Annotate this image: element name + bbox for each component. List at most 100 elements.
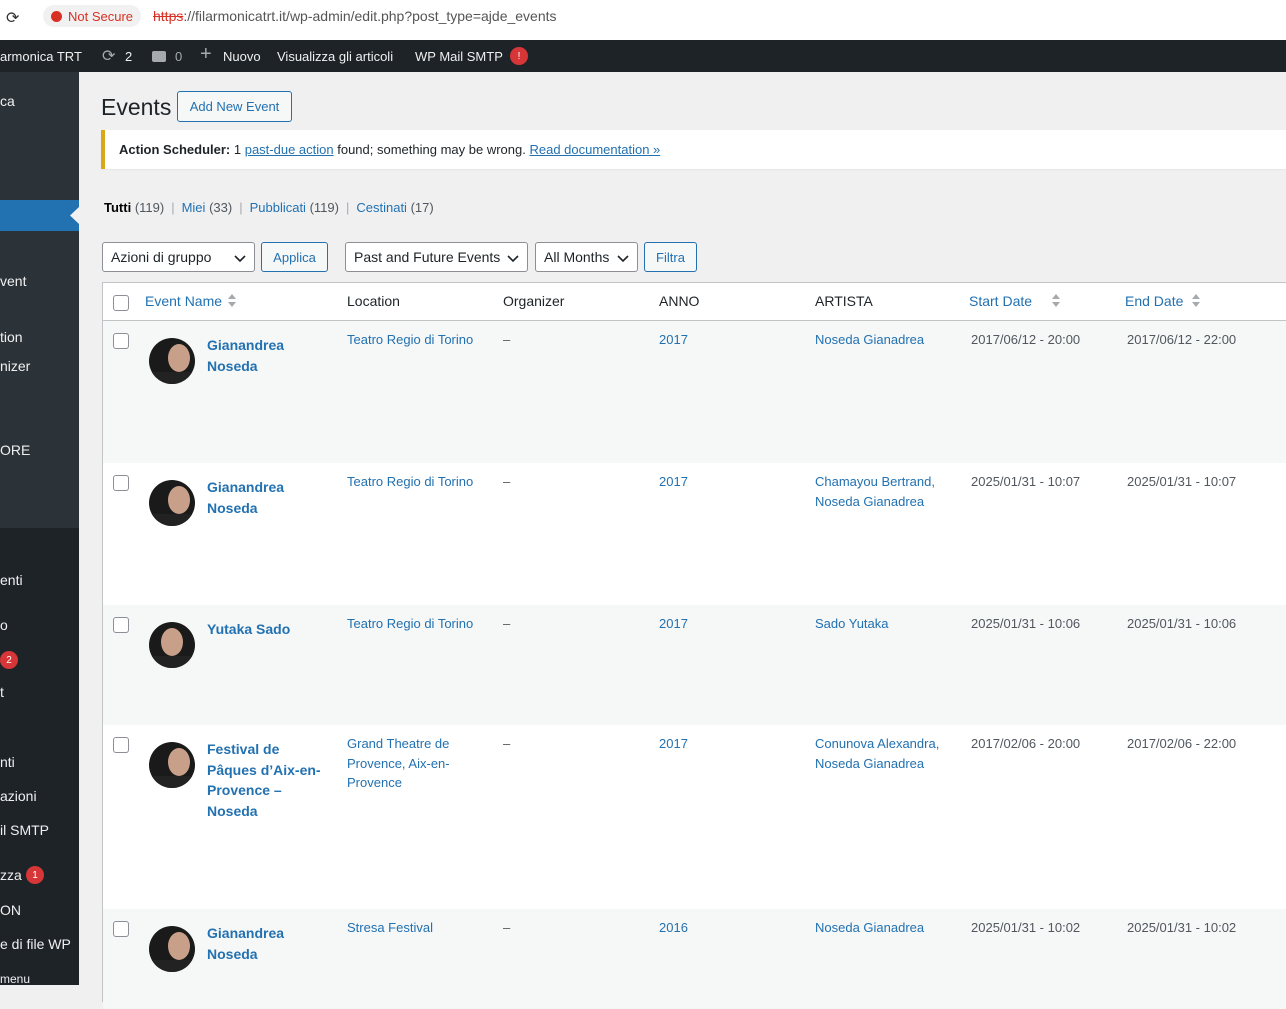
- view-label[interactable]: Miei: [181, 200, 206, 215]
- menu-label[interactable]: nizer: [0, 358, 31, 374]
- event-name[interactable]: Gianandrea Noseda: [207, 479, 285, 516]
- location[interactable]: Stresa Festival: [347, 920, 433, 935]
- anno[interactable]: 2017: [659, 474, 688, 489]
- add-new-button[interactable]: Add New Event: [177, 91, 292, 122]
- smtp-link[interactable]: WP Mail SMTP: [415, 49, 503, 64]
- menu-label[interactable]: enti: [0, 572, 23, 588]
- anno[interactable]: 2017: [659, 332, 688, 347]
- artista[interactable]: Conunova Alexandra, Noseda Gianadrea: [815, 736, 940, 771]
- url: https://filarmonicatrt.it/wp-admin/edit.…: [153, 8, 557, 24]
- row-checkbox[interactable]: [113, 475, 129, 491]
- events-select[interactable]: Past and Future Events: [345, 242, 528, 272]
- select-all[interactable]: [113, 295, 129, 311]
- event-name[interactable]: Yutaka Sado: [207, 621, 291, 637]
- event-thumbnail: [149, 338, 195, 389]
- event-name[interactable]: Festival de Pâques d’Aix-en-Provence – N…: [207, 741, 321, 819]
- artista[interactable]: Noseda Gianadrea: [815, 920, 925, 935]
- menu-label[interactable]: tion: [0, 329, 23, 345]
- updates-icon: ⟳: [102, 48, 116, 65]
- row-checkbox[interactable]: [113, 921, 129, 937]
- notice-strong: Action Scheduler:: [119, 142, 231, 157]
- events-table: Event Name Location Organizer ANNO ARTISTA St…: [102, 282, 1286, 1009]
- menu-badge: 2: [0, 651, 18, 669]
- current-arrow: [70, 207, 79, 224]
- start-date: 2025/01/31 - 10:02: [971, 920, 1081, 935]
- menu-label[interactable]: vent: [0, 273, 27, 289]
- view-label[interactable]: Cestinati: [356, 200, 407, 215]
- event-thumbnail: [149, 480, 195, 531]
- table-row: Gianandrea Noseda Teatro Regio di Torino –…: [103, 463, 1286, 605]
- separator: |: [171, 200, 175, 215]
- view-link[interactable]: Visualizza gli articoli: [277, 49, 394, 64]
- table-row: Gianandrea Noseda Stresa Festival – 2016 Nos…: [103, 909, 1286, 1009]
- column-header: Location: [347, 293, 400, 309]
- updates-count[interactable]: 2: [125, 49, 133, 64]
- menu-label[interactable]: ON: [0, 902, 21, 918]
- admin-menu: ca vent tion nizer ORE enti o 2 t nti azioni il SMT…: [0, 72, 79, 985]
- artista[interactable]: Sado Yutaka: [815, 616, 889, 631]
- security-pill[interactable]: Not Secure: [43, 5, 141, 27]
- bulk-select[interactable]: Azioni di gruppo: [102, 242, 255, 272]
- filter-button[interactable]: Filtra: [644, 242, 697, 272]
- start-date: 2025/01/31 - 10:07: [971, 474, 1081, 489]
- site-name[interactable]: armonica TRT: [0, 49, 82, 64]
- location[interactable]: Teatro Regio di Torino: [347, 332, 474, 347]
- page-title: Events: [101, 94, 172, 120]
- view-label[interactable]: Pubblicati: [249, 200, 306, 215]
- end-date: 2017/06/12 - 22:00: [1127, 332, 1237, 347]
- sort-icon: [1052, 293, 1060, 313]
- menu-label[interactable]: azioni: [0, 788, 37, 804]
- table-row: Festival de Pâques d’Aix-en-Provence – N…: [103, 725, 1286, 909]
- column-header[interactable]: Start Date: [969, 293, 1033, 309]
- table-row: Gianandrea Noseda Teatro Regio di Torino –…: [103, 321, 1286, 463]
- comment-icon: [152, 51, 166, 62]
- menu-label[interactable]: o: [0, 617, 8, 633]
- new-link[interactable]: Nuovo: [223, 49, 261, 64]
- current-menu: [0, 200, 79, 231]
- location[interactable]: Grand Theatre de Provence, Aix-en-Proven…: [347, 736, 450, 790]
- organizer: –: [503, 920, 511, 935]
- reload-icon[interactable]: ⟳: [6, 10, 20, 27]
- menu-label[interactable]: menu: [0, 972, 31, 985]
- menu-label[interactable]: ca: [0, 93, 15, 109]
- warning-dot: [51, 10, 62, 22]
- row-checkbox[interactable]: [113, 737, 129, 753]
- browser-bar: ⟳ Not Secure https://filarmonicatrt.it/wp-…: [0, 0, 1286, 41]
- sort-icon: [1192, 293, 1200, 313]
- row-checkbox[interactable]: [113, 617, 129, 633]
- anno[interactable]: 2017: [659, 616, 688, 631]
- menu-label[interactable]: e di file WP: [0, 936, 71, 952]
- artista[interactable]: Noseda Gianadrea: [815, 332, 925, 347]
- column-header: ARTISTA: [815, 293, 873, 309]
- smtp-badge: !: [510, 47, 528, 65]
- sort-icon: [228, 293, 236, 313]
- location[interactable]: Teatro Regio di Torino: [347, 474, 474, 489]
- menu-label[interactable]: ORE: [0, 442, 31, 458]
- anno[interactable]: 2016: [659, 920, 688, 935]
- apply-button[interactable]: Applica: [261, 242, 328, 272]
- event-name[interactable]: Gianandrea Noseda: [207, 925, 285, 962]
- months-select[interactable]: All Months: [535, 242, 638, 272]
- menu-label[interactable]: t: [0, 684, 4, 700]
- column-header: Organizer: [503, 293, 565, 309]
- menu-label[interactable]: il SMTP: [0, 822, 49, 838]
- notice-link[interactable]: Read documentation »: [529, 142, 661, 157]
- comments-count[interactable]: 0: [175, 49, 183, 64]
- url-rest: ://filarmonicatrt.it/wp-admin/edit.php?p…: [183, 8, 557, 24]
- view-count: (17): [410, 200, 434, 215]
- view-label[interactable]: Tutti: [104, 200, 132, 215]
- menu-label[interactable]: nti: [0, 754, 15, 770]
- artista[interactable]: Chamayou Bertrand, Noseda Gianadrea: [815, 474, 935, 509]
- column-header[interactable]: End Date: [1125, 293, 1184, 309]
- location[interactable]: Teatro Regio di Torino: [347, 616, 474, 631]
- notice-text: found; something may be wrong.: [333, 142, 530, 157]
- row-checkbox[interactable]: [113, 333, 129, 349]
- notice-link[interactable]: past-due action: [244, 142, 334, 157]
- menu-label[interactable]: zza: [0, 867, 22, 883]
- event-name[interactable]: Gianandrea Noseda: [207, 337, 285, 374]
- column-header[interactable]: Event Name: [145, 293, 223, 309]
- event-thumbnail: [149, 742, 195, 793]
- anno[interactable]: 2017: [659, 736, 688, 751]
- plus-icon: +: [200, 43, 212, 65]
